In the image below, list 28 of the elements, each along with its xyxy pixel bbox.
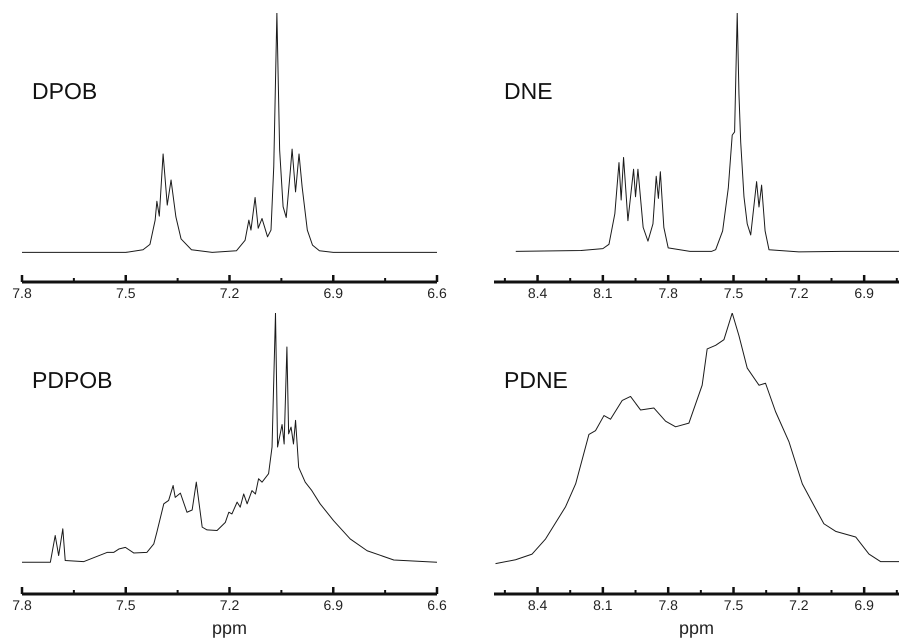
x-tick-label: 7.2 (789, 285, 809, 301)
x-tick-label: 6.9 (324, 285, 344, 301)
x-tick-label: 7.5 (724, 285, 744, 301)
x-tick-label: 7.8 (12, 285, 32, 301)
text: PDPOB (32, 367, 113, 394)
x-tick-label: 7.8 (12, 597, 32, 613)
x-tick-label: 7.8 (658, 285, 678, 301)
x-tick-label: 8.4 (528, 285, 548, 301)
x-tick-label: 6.6 (427, 597, 447, 613)
x-tick-label: 7.5 (116, 285, 136, 301)
x-axis-title: ppm (212, 618, 248, 638)
x-tick-label: 7.8 (658, 597, 678, 613)
x-tick-label: 6.9 (854, 597, 874, 613)
x-tick-label: 8.1 (593, 597, 613, 613)
x-tick-label: 8.1 (593, 285, 613, 301)
x-tick-label: 8.4 (528, 597, 548, 613)
x-tick-label: 7.2 (789, 597, 809, 613)
x-tick-label: 7.2 (220, 285, 240, 301)
text: DNE (504, 78, 553, 105)
text: PDNE (504, 367, 568, 394)
x-tick-label: 7.2 (220, 597, 240, 613)
x-tick-label: 7.5 (116, 597, 136, 613)
x-tick-label: 7.5 (724, 597, 744, 613)
text: DPOB (32, 78, 98, 105)
x-tick-label: 6.9 (854, 285, 874, 301)
x-tick-label: 6.9 (324, 597, 344, 613)
x-axis-title: ppm (678, 618, 714, 638)
x-tick-label: 6.6 (427, 285, 447, 301)
